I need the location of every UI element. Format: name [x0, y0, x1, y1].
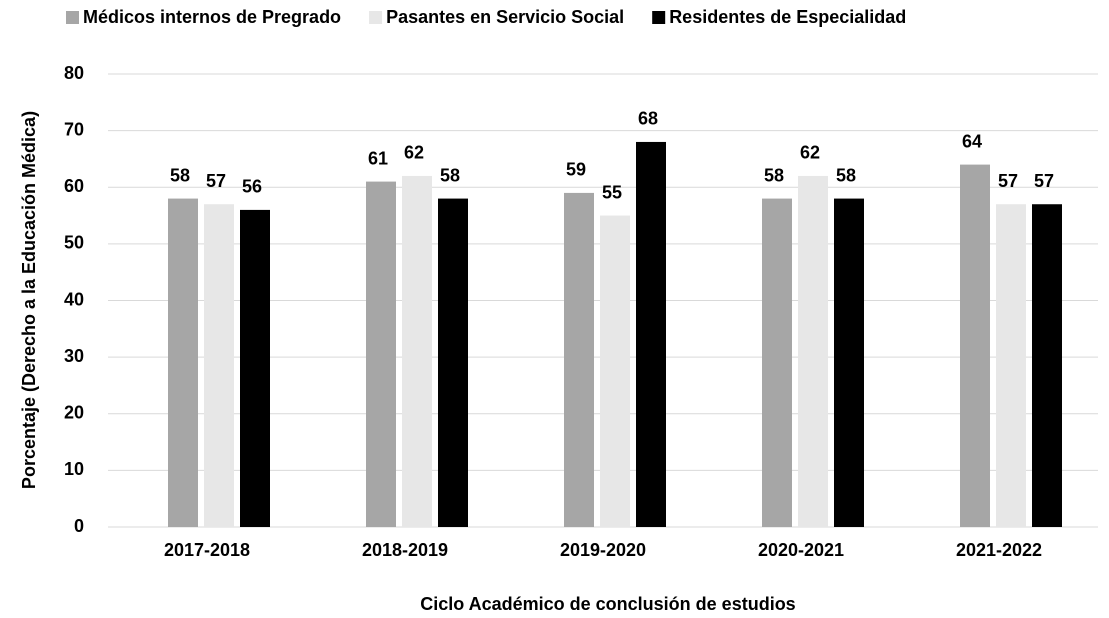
- y-tick-label: 50: [64, 233, 84, 253]
- y-tick-label: 40: [64, 289, 84, 309]
- data-label: 55: [602, 182, 622, 202]
- bar: [636, 141, 666, 527]
- bar: [204, 204, 234, 528]
- legend-label: Pasantes en Servicio Social: [386, 7, 624, 27]
- bar: [996, 204, 1026, 528]
- data-label: 58: [170, 165, 190, 185]
- bar: [366, 181, 396, 527]
- data-label: 59: [566, 160, 586, 180]
- bar: [438, 198, 468, 527]
- data-label: 58: [440, 165, 460, 185]
- bar: [834, 198, 864, 527]
- data-label: 56: [242, 177, 262, 197]
- x-tick-label: 2017-2018: [164, 540, 250, 560]
- legend-label: Residentes de Especialidad: [669, 7, 906, 27]
- data-label: 57: [1034, 171, 1054, 191]
- bar: [402, 175, 432, 528]
- legend-swatch: [66, 11, 79, 24]
- legend-swatch: [652, 11, 666, 24]
- y-tick-label: 30: [64, 346, 84, 366]
- y-tick-label: 60: [64, 176, 84, 196]
- bar: [168, 198, 198, 527]
- y-tick-label: 80: [64, 63, 84, 83]
- data-label: 64: [962, 131, 982, 151]
- data-label: 62: [800, 143, 820, 163]
- bar: [240, 209, 270, 527]
- y-tick-label: 20: [64, 403, 84, 423]
- x-tick-label: 2019-2020: [560, 540, 646, 560]
- data-label: 68: [638, 109, 658, 129]
- data-label: 57: [998, 171, 1018, 191]
- bar: [1032, 204, 1062, 528]
- legend-label: Médicos internos de Pregrado: [83, 7, 341, 27]
- y-tick-label: 70: [64, 119, 84, 139]
- bar: [762, 198, 792, 527]
- bar: [798, 175, 828, 528]
- x-tick-label: 2018-2019: [362, 540, 448, 560]
- x-tick-label: 2021-2022: [956, 540, 1042, 560]
- legend-swatch: [369, 11, 383, 24]
- x-axis-title: Ciclo Académico de conclusión de estudio…: [420, 594, 795, 614]
- y-tick-label: 0: [74, 516, 84, 536]
- y-axis-title: Porcentaje (Derecho a la Educación Médic…: [19, 111, 39, 489]
- bar: [600, 215, 630, 527]
- bar: [960, 164, 990, 527]
- bar: [564, 192, 594, 527]
- x-tick-label: 2020-2021: [758, 540, 844, 560]
- data-label: 61: [368, 148, 388, 168]
- data-label: 58: [836, 165, 856, 185]
- y-tick-label: 10: [64, 459, 84, 479]
- data-label: 58: [764, 165, 784, 185]
- data-label: 62: [404, 143, 424, 163]
- data-label: 57: [206, 171, 226, 191]
